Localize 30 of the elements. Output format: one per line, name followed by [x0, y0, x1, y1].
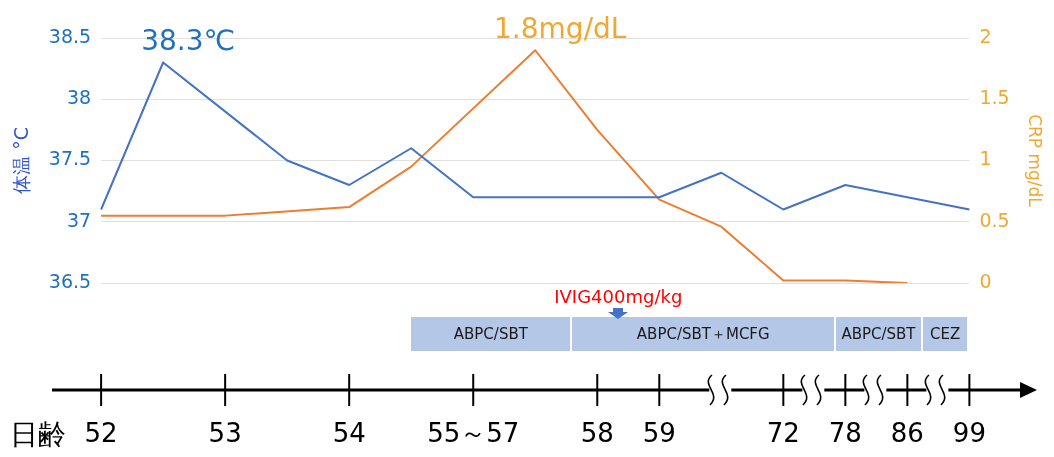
y-tick-label: 36.5: [48, 269, 92, 292]
y2-tick-label: 1: [979, 147, 992, 170]
x-axis-title: 日齢: [10, 418, 66, 451]
x-tick-label: 59: [642, 418, 676, 448]
x-tick-label: 86: [890, 418, 924, 448]
text: IVIG400mg/kg: [554, 285, 683, 307]
text: ABPC/SBT＋MCFG: [572, 317, 835, 351]
x-tick-label: 99: [952, 418, 986, 448]
x-tick-label: 55～57: [427, 418, 520, 448]
y-tick-label: 38.5: [48, 24, 92, 47]
annotation: 1.8mg/dL: [494, 11, 627, 45]
y2-tick-label: 0: [979, 269, 992, 292]
y-axis-title: 体温 °C: [10, 127, 33, 194]
text: ABPC/SBT: [836, 317, 921, 351]
text: CEZ: [922, 317, 968, 351]
x-tick-label: 78: [828, 418, 862, 448]
y-tick-label: 37: [66, 208, 92, 231]
x-tick-label: 58: [580, 418, 614, 448]
text: ABPC/SBT: [411, 317, 571, 351]
y2-tick-label: 2: [979, 24, 992, 47]
x-tick-label: 52: [84, 418, 118, 448]
y-tick-label: 38: [66, 86, 92, 109]
x-tick-label: 53: [208, 418, 242, 448]
x-tick-label: 72: [766, 418, 800, 448]
annotation: 38.3℃: [141, 23, 236, 57]
y2-tick-label: 1.5: [979, 86, 1010, 109]
y2-tick-label: 0.5: [979, 208, 1010, 231]
x-tick-label: 54: [332, 418, 366, 448]
y-tick-label: 37.5: [48, 147, 92, 170]
y2-axis-title: CRP mg/dL: [1025, 114, 1046, 208]
